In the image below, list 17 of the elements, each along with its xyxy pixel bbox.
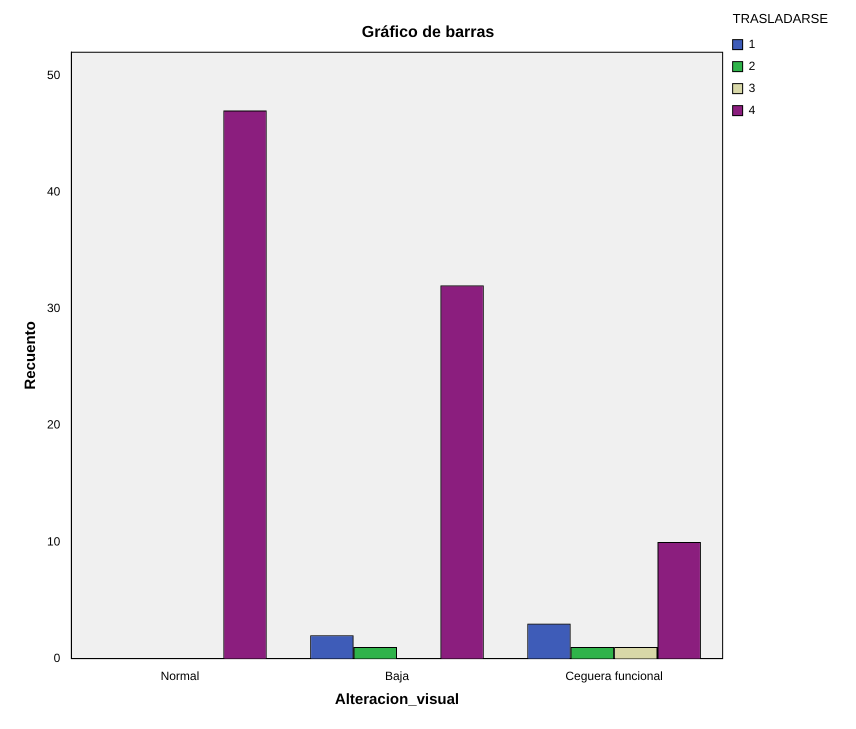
y-tick-label: 10 — [46, 534, 61, 548]
y-tick-label: 0 — [54, 650, 61, 665]
chart-title: Gráfico de barras — [362, 24, 494, 42]
x-axis-title: Alteracion_visual — [334, 691, 460, 708]
legend-label: 3 — [748, 80, 756, 95]
y-tick-label: 20 — [46, 418, 61, 432]
x-tick-label: Normal — [160, 669, 200, 684]
legend-label: 2 — [748, 58, 756, 73]
y-axis-title: Recuento — [22, 321, 40, 390]
x-tick-label: Baja — [384, 669, 410, 684]
y-tick-label: 30 — [46, 301, 61, 316]
y-tick-label: 40 — [46, 184, 61, 198]
x-tick-label: Ceguera funcional — [565, 669, 663, 684]
legend-label: 1 — [748, 36, 756, 51]
y-tick-label: 50 — [46, 68, 61, 82]
legend-label: 4 — [748, 102, 756, 117]
legend-title: TRASLADARSE — [732, 11, 828, 26]
